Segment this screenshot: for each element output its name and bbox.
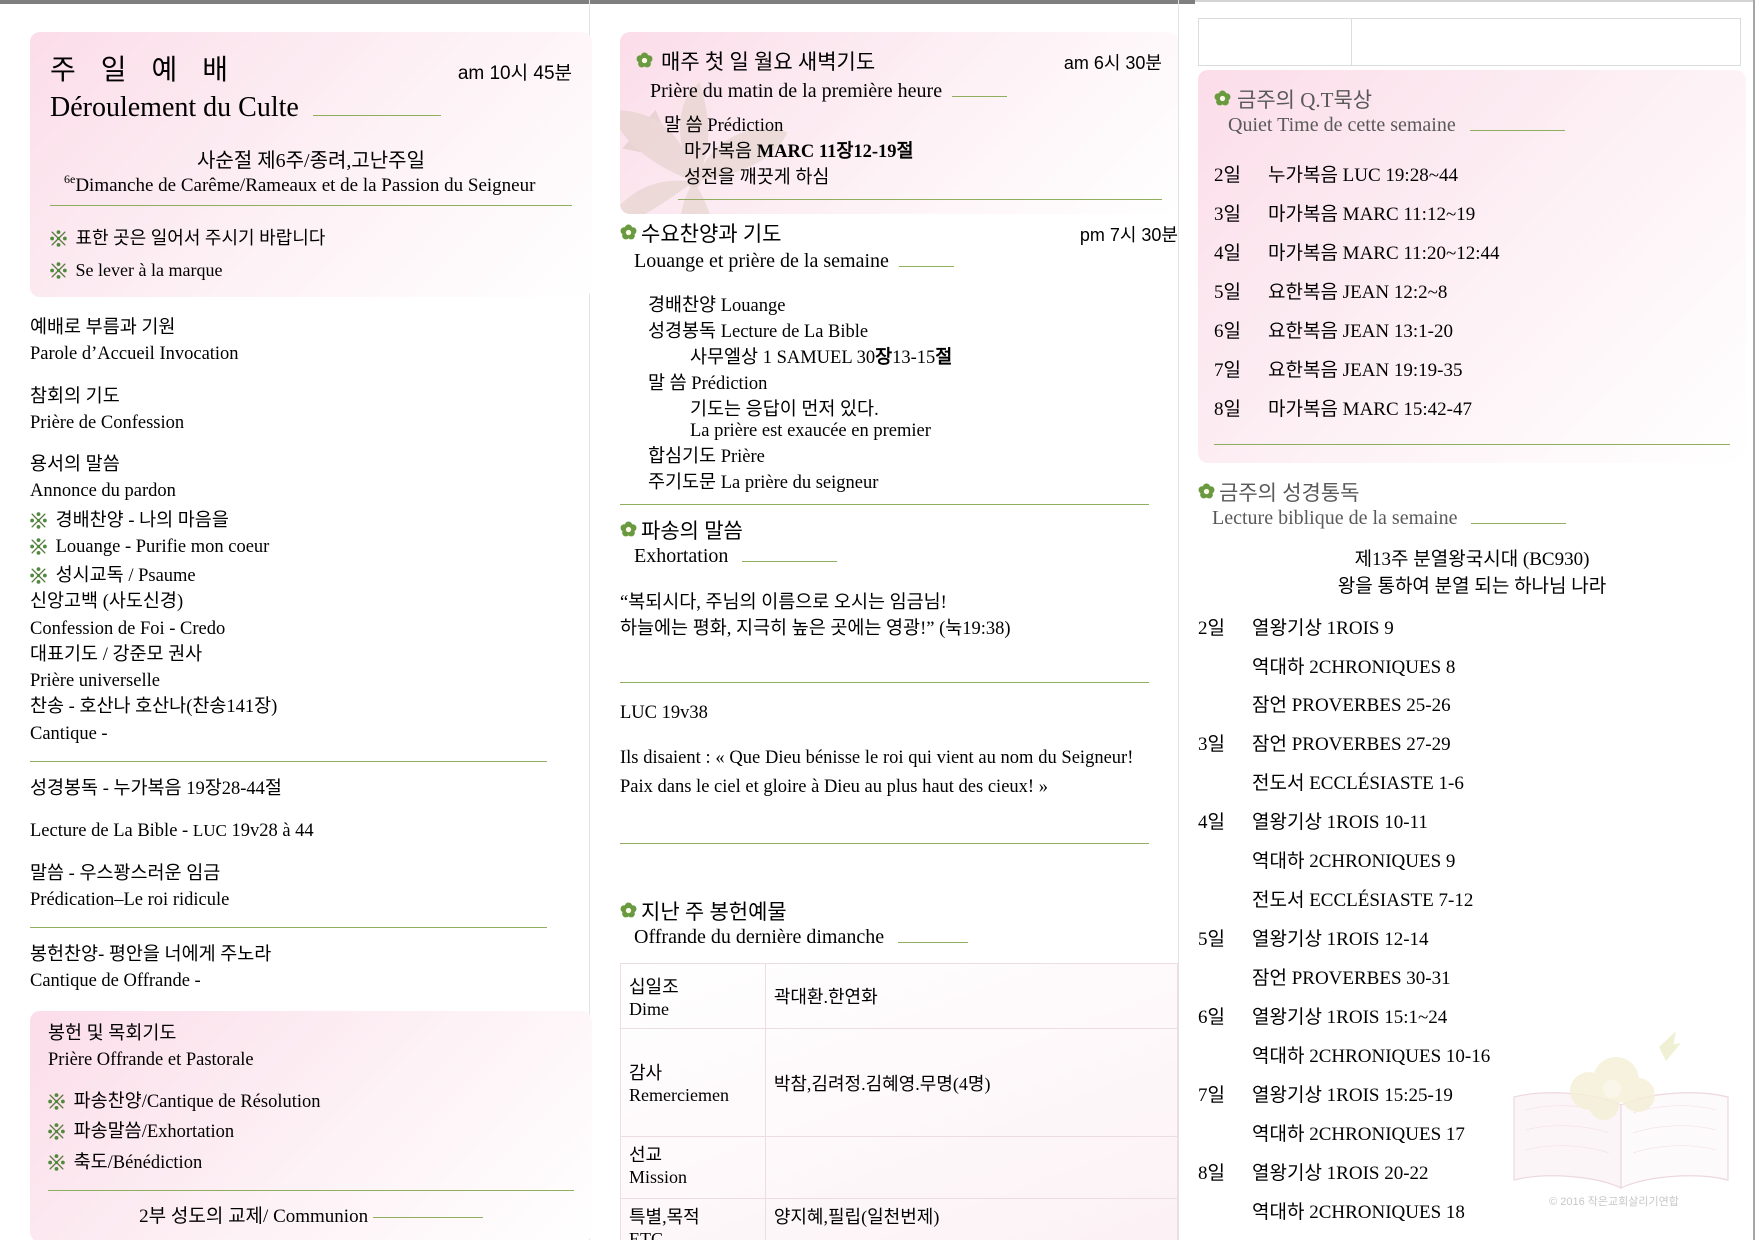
svg-text:© 2016 작은교회살리기연합: © 2016 작은교회살리기연합 bbox=[1549, 1195, 1679, 1208]
